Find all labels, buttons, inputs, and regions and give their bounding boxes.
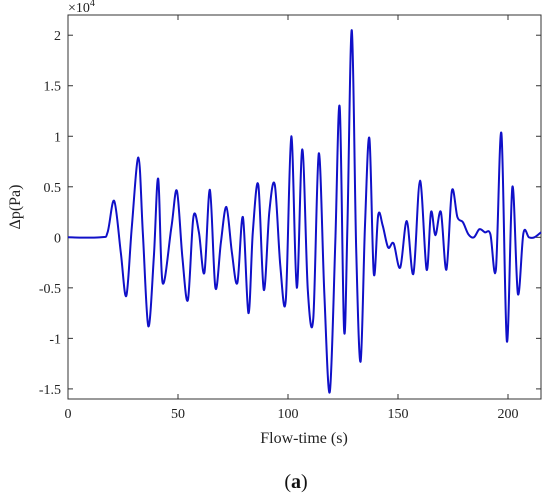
y-tick-label: 1.5 <box>44 80 62 95</box>
y-tick-label: 0 <box>54 231 61 246</box>
x-tick-label: 50 <box>171 407 185 422</box>
x-tick-label: 0 <box>65 407 72 422</box>
y-tick-label: -0.5 <box>39 282 61 297</box>
x-axis-label: Flow-time (s) <box>260 430 348 447</box>
y-tick-label: -1.5 <box>39 383 61 398</box>
y-tick-label: 2 <box>54 29 61 44</box>
x-tick-label: 150 <box>388 407 409 422</box>
x-tick-label: 200 <box>498 407 519 422</box>
y-tick-label: 0.5 <box>44 181 62 196</box>
series-line <box>67 29 542 394</box>
y-tick-label: -1 <box>49 332 61 347</box>
figure-caption: (a) <box>284 471 307 493</box>
y-axis-label: Δp(Pa) <box>7 185 24 230</box>
tick-labels: 0 50 100 150 200 -1.5 -1 -0.5 0 0.5 1 1.5 2 <box>39 29 519 422</box>
y-tick-label: 1 <box>54 130 61 145</box>
y-multiplier: ×104 <box>68 0 95 16</box>
x-tick-label: 100 <box>278 407 299 422</box>
axis-ticks <box>67 15 541 399</box>
